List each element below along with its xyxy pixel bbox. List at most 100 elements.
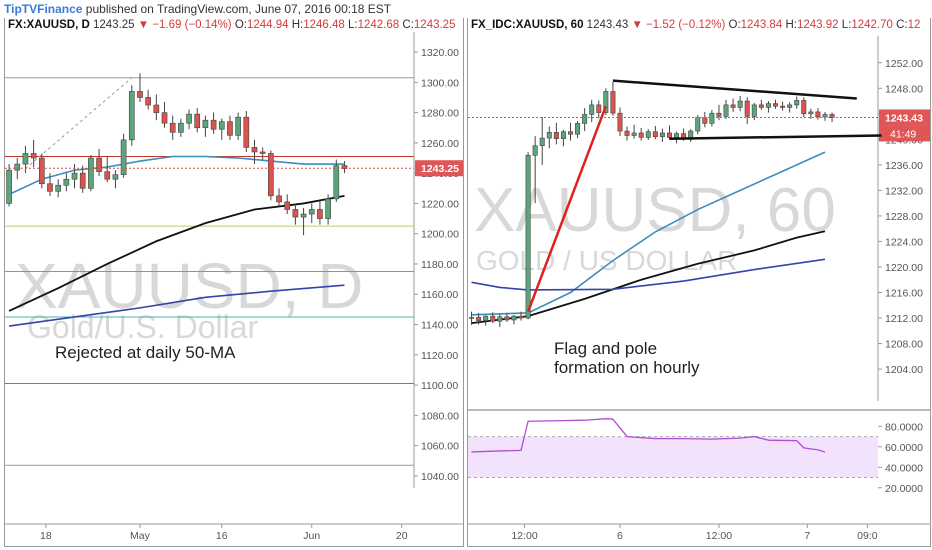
daily-candle-body: [300, 213, 307, 218]
hourly-candle-body: [490, 315, 496, 322]
hourly-y-tick-label: 1204.00: [885, 364, 923, 376]
daily-symbol[interactable]: FX:XAUUSD, D: [8, 19, 90, 31]
daily-y-tick-label: 1260.00: [421, 138, 459, 150]
hourly-candle-body: [546, 132, 552, 139]
hourly-candle-body: [525, 155, 531, 319]
hourly-candle-body: [596, 104, 602, 113]
daily-y-tick-label: 1140.00: [421, 320, 458, 332]
hourly-y-tick-label: 1232.00: [885, 185, 923, 197]
daily-annotation: Rejected at daily 50-MA: [55, 343, 236, 362]
hourly-watermark-description: GOLD / US DOLLAR: [476, 245, 737, 276]
daily-candle-body: [14, 163, 21, 171]
hourly-candle-body: [539, 137, 545, 147]
daily-dashed-trendline: [25, 77, 133, 169]
daily-candle-body: [210, 119, 217, 130]
rsi-y-tick-label: 80.0000: [885, 421, 923, 433]
hourly-x-tick-label: 6: [617, 530, 623, 542]
daily-c-label: C:: [402, 19, 414, 31]
daily-h-label: H:: [291, 19, 304, 31]
daily-l-label: L:: [348, 19, 358, 31]
daily-candle-body: [96, 157, 102, 172]
daily-x-tick-label: May: [130, 530, 151, 542]
daily-candle-body: [47, 183, 53, 192]
daily-y-tick-label: 1320.00: [421, 47, 459, 59]
hourly-candle-body: [560, 131, 566, 140]
daily-candle-body: [63, 178, 70, 186]
daily-y-tick-label: 1080.00: [421, 410, 459, 422]
hourly-c-label: C:: [896, 19, 908, 31]
rsi-line: [471, 418, 826, 453]
daily-candle-body: [251, 147, 258, 153]
hourly-annotation-line-1: Flag and pole: [554, 339, 657, 358]
daily-candle-body: [325, 198, 331, 219]
daily-candle-body: [218, 121, 225, 130]
hourly-y-tick-label: 1228.00: [885, 211, 923, 223]
daily-candle-body: [22, 153, 29, 165]
hourly-candle-body: [631, 132, 637, 136]
daily-candle-body: [186, 113, 192, 124]
hourly-candle-body: [575, 123, 581, 135]
hourly-moving-average-2: [471, 230, 826, 325]
hourly-x-tick-label: 7: [804, 530, 810, 542]
daily-candle-body: [30, 153, 37, 159]
daily-change: ▼ −1.69 (−0.14%): [137, 19, 232, 31]
daily-candle-body: [169, 122, 176, 133]
hourly-candle-body: [532, 145, 538, 156]
daily-candle-body: [55, 184, 62, 192]
daily-y-tick-label: 1280.00: [421, 108, 459, 120]
daily-y-tick-label: 1060.00: [421, 441, 459, 453]
hourly-bar-timer-label: 41:49: [890, 128, 916, 140]
hourly-last-price-badge: [879, 109, 930, 126]
hourly-o-value: 1243.84: [740, 19, 783, 31]
hourly-chart-panel[interactable]: FX_IDC:XAUUSD, 60 1243.43 ▼ −1.52 (−0.12…: [467, 18, 931, 547]
hourly-candle-body: [652, 131, 658, 138]
hourly-candle-body: [469, 317, 475, 319]
daily-candle-body: [161, 112, 168, 124]
hourly-symbol[interactable]: FX_IDC:XAUUSD, 60: [471, 19, 584, 31]
daily-moving-average-1: [8, 155, 345, 196]
publisher-name[interactable]: TipTVFinance: [4, 2, 83, 16]
daily-candle-body: [38, 157, 45, 185]
daily-candle-body: [227, 121, 233, 136]
hourly-y-tick-label: 1216.00: [885, 288, 923, 300]
hourly-moving-average-3: [471, 258, 826, 291]
hourly-x-tick-label: 12:00: [706, 530, 732, 542]
daily-candle-body: [178, 122, 184, 133]
hourly-last-price-label: 1243.43: [885, 112, 923, 124]
hourly-candle-body: [751, 104, 757, 117]
daily-c-value: 1243.25: [413, 19, 456, 31]
hourly-watermark-symbol: XAUUSD, 60: [474, 176, 836, 245]
hourly-y-tick-label: 1208.00: [885, 339, 923, 351]
daily-candle-body: [137, 91, 143, 98]
hourly-ohlc-legend: FX_IDC:XAUUSD, 60 1243.43 ▼ −1.52 (−0.12…: [468, 18, 920, 33]
hourly-candle-body: [638, 132, 644, 138]
daily-x-tick-label: 20: [396, 530, 408, 542]
hourly-l-label: L:: [841, 19, 852, 31]
rsi-band-fill: [468, 436, 878, 478]
daily-candle-body: [104, 171, 111, 180]
daily-y-tick-label: 1200.00: [421, 229, 459, 241]
daily-last-price-label: 1243.25: [421, 163, 459, 175]
daily-candle-body: [79, 172, 86, 189]
hourly-x-tick-label: 09:0: [857, 530, 878, 542]
hourly-annotation-line-2: formation on hourly: [554, 358, 700, 377]
hourly-candle-body: [773, 103, 778, 107]
hourly-candle-body: [553, 132, 559, 140]
hourly-candle-body: [815, 111, 821, 118]
daily-candle-body: [276, 195, 282, 203]
daily-chart-panel[interactable]: FX:XAUUSD, D 1243.25 ▼ −1.69 (−0.14%) O:…: [4, 18, 464, 547]
daily-o-label: O:: [234, 19, 247, 31]
hourly-candle-body: [695, 117, 701, 132]
hourly-candle-body: [723, 104, 729, 117]
daily-watermark-symbol: XAUUSD, D: [15, 250, 364, 322]
daily-candle-body: [112, 174, 119, 180]
rsi-y-tick-label: 40.0000: [885, 462, 923, 474]
hourly-candle-body: [702, 117, 708, 124]
hourly-candle-body: [645, 131, 651, 138]
daily-y-tick-label: 1300.00: [421, 77, 459, 89]
hourly-h-value: 1243.92: [796, 19, 839, 31]
hourly-flag-lower-line: [669, 134, 882, 140]
